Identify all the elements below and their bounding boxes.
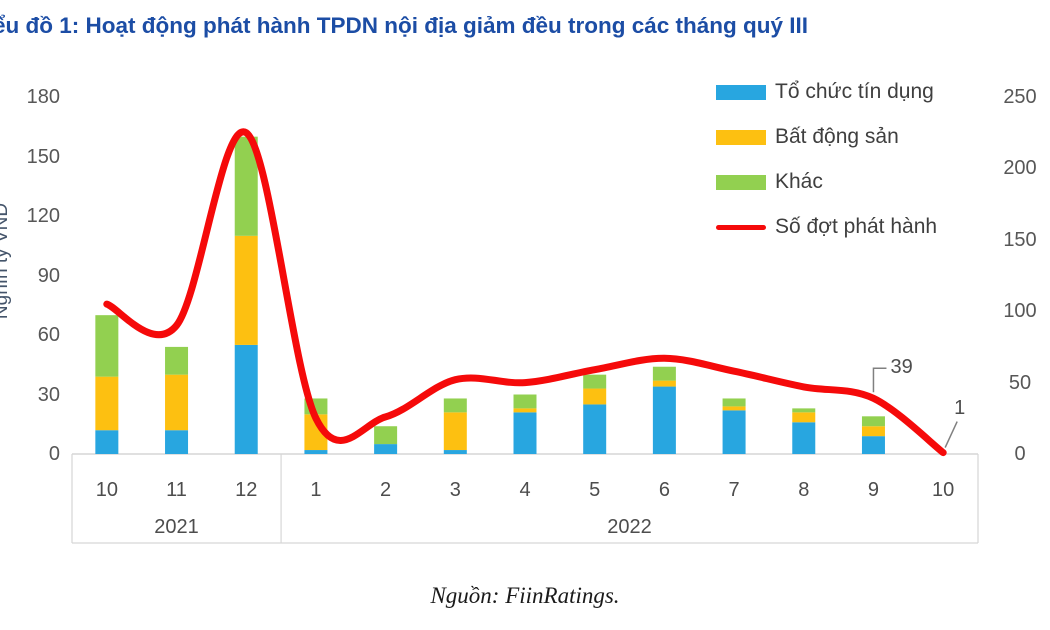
bar-segment bbox=[722, 410, 746, 454]
bar-segment bbox=[95, 376, 119, 431]
month-label: 11 bbox=[166, 479, 187, 501]
callout-leader-1 bbox=[944, 421, 958, 448]
bar-segment bbox=[652, 366, 676, 381]
bar-segment bbox=[583, 388, 607, 405]
bar-segment bbox=[792, 412, 816, 423]
bar-segment bbox=[652, 380, 676, 387]
right-axis-tick: 100 bbox=[1003, 300, 1037, 323]
left-axis-tick: 30 bbox=[37, 383, 60, 406]
bar-segment bbox=[95, 430, 119, 454]
bar-segment bbox=[165, 374, 189, 431]
right-axis-tick: 250 bbox=[1003, 86, 1037, 108]
legend-item-label: Tổ chức tín dụng bbox=[775, 80, 934, 103]
legend-item-label: Bất động sản bbox=[775, 125, 899, 148]
bar-segment bbox=[722, 406, 746, 411]
bar-segment bbox=[861, 436, 885, 454]
chart-title: ểu đồ 1: Hoạt động phát hành TPDN nội đị… bbox=[0, 13, 809, 38]
bar-segment bbox=[443, 450, 467, 454]
bar-segment bbox=[583, 374, 607, 389]
right-axis-tick: 200 bbox=[1003, 157, 1037, 180]
left-axis-tick: 180 bbox=[26, 86, 60, 108]
bar-segment bbox=[513, 394, 537, 409]
bar-segment bbox=[234, 136, 258, 236]
month-label: 9 bbox=[867, 479, 880, 501]
bar-segment bbox=[443, 398, 467, 413]
bar-segment bbox=[304, 450, 328, 454]
left-axis-tick: 120 bbox=[26, 205, 60, 227]
bar-segment bbox=[374, 426, 398, 445]
other-series-swatch bbox=[716, 174, 766, 190]
year-label: 2022 bbox=[607, 516, 652, 538]
legend-item-label: Khác bbox=[775, 170, 823, 193]
right-axis-tick: 150 bbox=[1003, 228, 1037, 251]
legend-item-other: Khác bbox=[716, 170, 937, 193]
month-label: 6 bbox=[658, 479, 670, 501]
month-label: 8 bbox=[798, 479, 810, 501]
bar-segment bbox=[234, 235, 258, 345]
bar-segment bbox=[95, 315, 119, 377]
legend-item-realestate: Bất động sản bbox=[716, 125, 937, 148]
bar-segment bbox=[234, 344, 258, 454]
bar-segment bbox=[861, 416, 885, 427]
realestate-series-swatch bbox=[716, 129, 766, 145]
right-axis-tick: 50 bbox=[1008, 371, 1032, 394]
month-label: 10 bbox=[95, 479, 118, 501]
month-label: 10 bbox=[932, 479, 955, 501]
bar-segment bbox=[513, 408, 537, 413]
legend-item-issuance-count: Số đợt phát hành bbox=[716, 215, 937, 238]
line-point-label: 1 bbox=[954, 396, 966, 419]
month-label: 5 bbox=[589, 479, 601, 501]
legend-item-credit: Tổ chức tín dụng bbox=[716, 80, 937, 103]
left-axis-tick: 90 bbox=[37, 264, 60, 287]
bar-segment bbox=[652, 386, 676, 454]
bar-segment bbox=[165, 346, 189, 375]
month-label: 2 bbox=[380, 479, 392, 501]
bar-segment bbox=[722, 398, 746, 407]
year-label: 2021 bbox=[154, 516, 199, 538]
legend: Tổ chức tín dụng Bất động sản Khác Số đợ… bbox=[716, 80, 937, 264]
callout-leader-39 bbox=[872, 367, 887, 393]
issuance-count-line bbox=[103, 128, 947, 457]
credit-series-swatch bbox=[716, 84, 766, 100]
bar-segment bbox=[374, 444, 398, 454]
month-label: 4 bbox=[519, 479, 531, 501]
left-axis-tick: 150 bbox=[26, 145, 60, 168]
bar-segment bbox=[792, 408, 816, 413]
bar-segment bbox=[583, 404, 607, 454]
bar-segment bbox=[443, 412, 467, 451]
month-label: 3 bbox=[449, 479, 461, 501]
left-axis-tick: 60 bbox=[37, 324, 60, 346]
month-label: 1 bbox=[310, 479, 322, 501]
issuance-line-swatch bbox=[716, 224, 766, 230]
bar-segment bbox=[792, 422, 816, 454]
bar-segment bbox=[165, 430, 189, 454]
left-axis-tick: 0 bbox=[48, 443, 60, 465]
line-point-label: 39 bbox=[890, 356, 913, 379]
month-label: 7 bbox=[728, 479, 740, 501]
month-label: 12 bbox=[235, 479, 258, 501]
legend-item-label: Số đợt phát hành bbox=[775, 215, 938, 238]
bar-segment bbox=[861, 426, 885, 437]
bar-segment bbox=[513, 412, 537, 454]
source-note: Nguồn: FiinRatings. bbox=[430, 583, 620, 608]
right-axis-tick: 0 bbox=[1014, 443, 1026, 465]
